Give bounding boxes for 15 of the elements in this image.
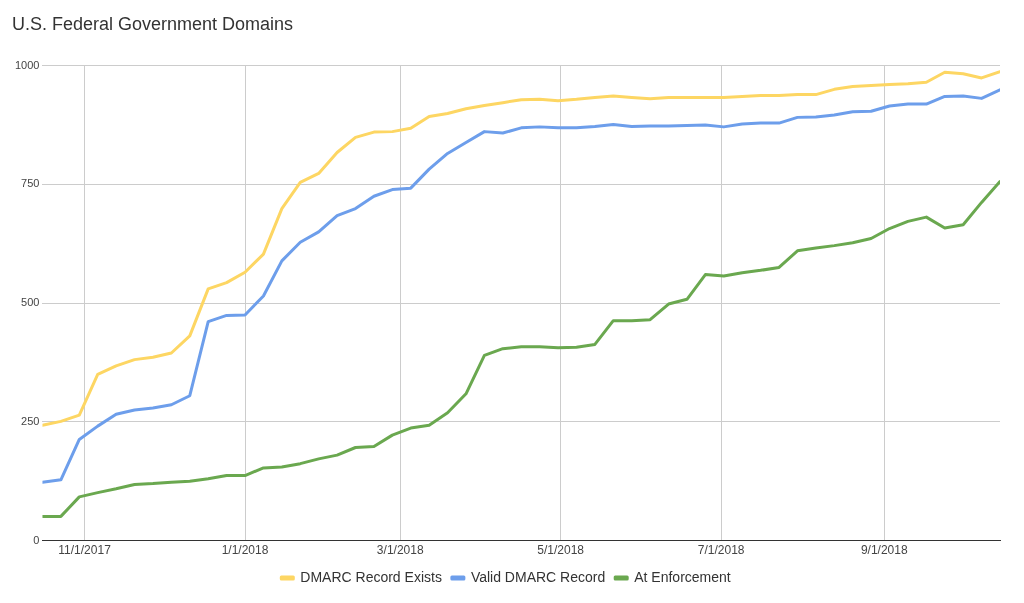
x-tick-label: 9/1/2018 xyxy=(860,543,908,558)
chart-title: U.S. Federal Government Domains xyxy=(12,13,294,34)
x-tick-label: 1/1/2018 xyxy=(221,543,269,558)
y-tick-label: 500 xyxy=(21,296,40,309)
x-tick-label: 3/1/2018 xyxy=(376,543,424,558)
legend-label: Valid DMARC Record xyxy=(470,568,606,585)
x-tick-label: 7/1/2018 xyxy=(697,543,745,558)
y-tick-label: 250 xyxy=(21,414,40,427)
y-tick-label: 0 xyxy=(33,533,40,546)
legend-label: At Enforcement xyxy=(634,568,731,585)
y-tick-label: 1000 xyxy=(14,58,40,71)
x-tick-label: 5/1/2018 xyxy=(537,543,585,558)
x-tick-label: 11/1/2017 xyxy=(58,543,112,558)
legend-label: DMARC Record Exists xyxy=(300,568,442,585)
y-tick-label: 750 xyxy=(21,177,40,190)
